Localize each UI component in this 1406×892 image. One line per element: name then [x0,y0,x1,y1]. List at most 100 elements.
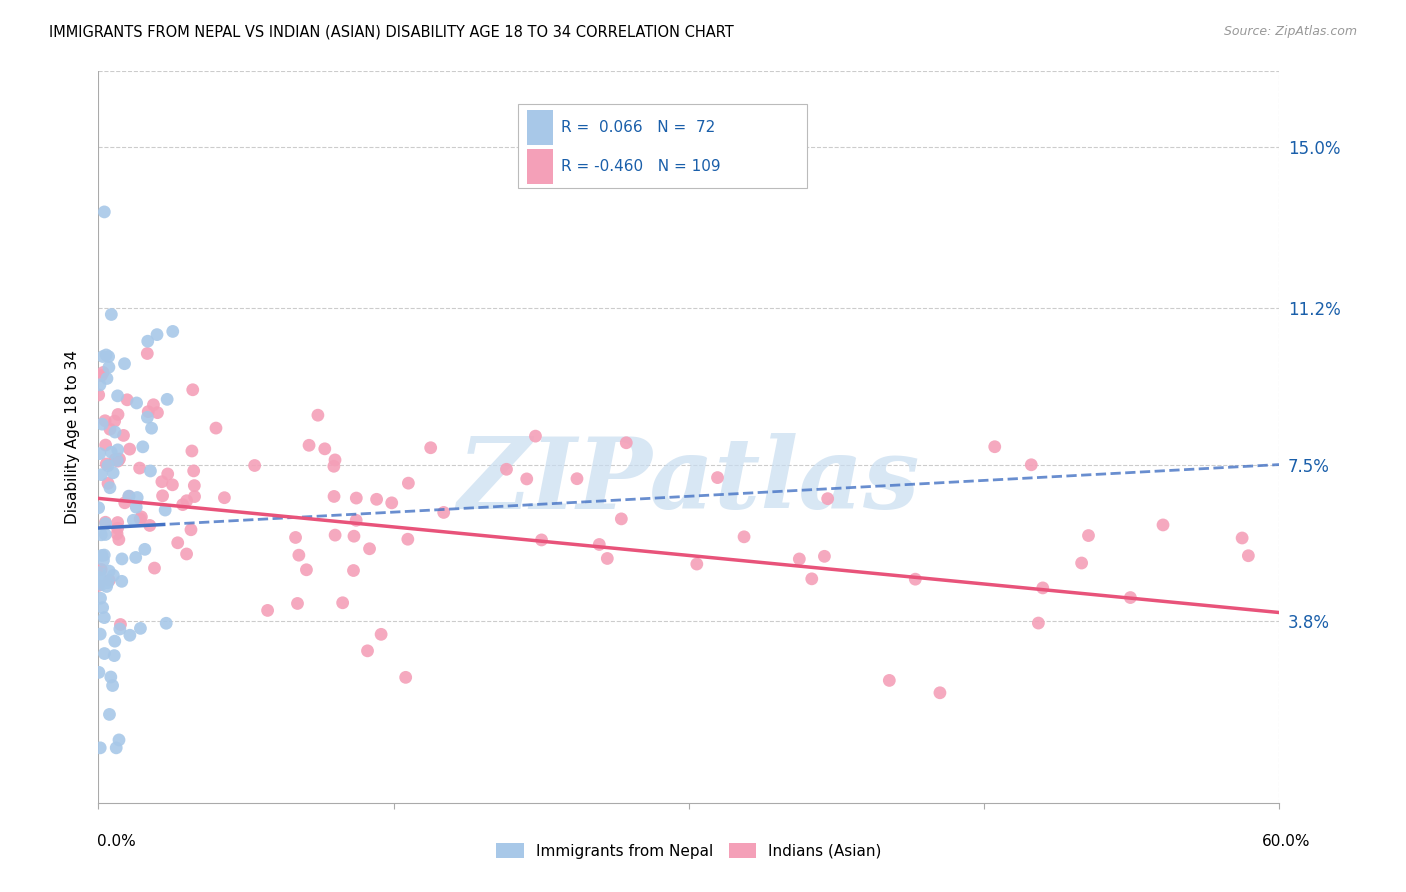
Point [90,577,112,591]
Point [180,523,202,537]
Bar [527,110,553,145]
Point [125,550,148,565]
Point [136,334,159,349]
Point [91,600,114,615]
Point [153,503,176,517]
Point [93,574,115,588]
Point [89,377,111,392]
Text: R = -0.460   N = 109: R = -0.460 N = 109 [561,159,721,174]
Point [93,548,115,562]
Point [323,490,346,504]
Point [344,491,367,505]
Point [105,453,128,467]
Point [94,414,117,428]
Point [91,366,114,380]
Point [588,537,610,551]
Point [129,621,152,635]
Point [180,444,202,458]
Point [139,464,162,478]
Point [162,477,184,491]
Point [104,634,127,648]
Point [181,383,204,397]
Point [89,566,111,580]
Point [136,346,159,360]
Point [1237,549,1260,563]
Point [87,500,110,515]
Point [108,452,131,467]
Text: ZIPatlas: ZIPatlas [458,433,920,529]
Point [89,627,111,641]
Point [395,670,418,684]
Point [125,396,148,410]
Point [381,496,404,510]
Point [90,562,112,576]
Point [127,491,149,505]
Point [495,462,517,476]
Point [287,597,309,611]
Text: IMMIGRANTS FROM NEPAL VS INDIAN (ASIAN) DISABILITY AGE 18 TO 34 CORRELATION CHAR: IMMIGRANTS FROM NEPAL VS INDIAN (ASIAN) … [49,25,734,40]
Point [107,454,129,468]
Point [103,648,125,663]
Point [789,552,811,566]
Point [359,541,381,556]
Point [156,392,179,407]
Point [183,478,205,492]
Point [101,679,124,693]
Point [118,490,141,504]
Point [96,457,118,471]
Point [800,572,823,586]
Point [97,575,120,590]
Point [323,453,346,467]
Point [706,470,728,484]
Point [94,527,117,541]
Point [93,205,115,219]
Point [136,410,159,425]
Point [370,627,392,641]
Point [596,551,619,566]
Point [156,467,179,481]
Point [516,472,538,486]
Point [344,513,367,527]
Point [91,417,114,431]
Point [183,490,205,504]
Point [298,438,321,452]
Point [143,561,166,575]
Point [176,547,198,561]
Point [530,533,553,547]
Point [205,421,228,435]
Point [256,603,278,617]
Text: R =  0.066   N =  72: R = 0.066 N = 72 [561,120,716,136]
Point [90,467,112,482]
Point [307,408,329,422]
Point [813,549,835,564]
Text: 60.0%: 60.0% [1263,834,1310,849]
Point [104,425,127,439]
Point [97,360,120,375]
Point [122,513,145,527]
Point [98,422,121,436]
Point [524,429,547,443]
Point [98,707,121,722]
Point [87,578,110,592]
Point [105,527,128,541]
Point [146,406,169,420]
Point [93,610,115,624]
Point [87,570,110,584]
Point [1032,581,1054,595]
Point [108,622,131,636]
Point [1077,528,1099,542]
Y-axis label: Disability Age 18 to 34: Disability Age 18 to 34 [65,350,80,524]
Point [97,458,120,473]
Point [1070,556,1092,570]
Point [90,528,112,542]
Point [136,404,159,418]
Point [87,665,110,680]
Point [104,452,127,467]
Point [114,357,136,371]
Point [98,573,121,587]
Point [142,398,165,412]
Point [366,492,388,507]
Point [125,500,148,515]
Point [107,442,129,457]
Point [356,644,378,658]
